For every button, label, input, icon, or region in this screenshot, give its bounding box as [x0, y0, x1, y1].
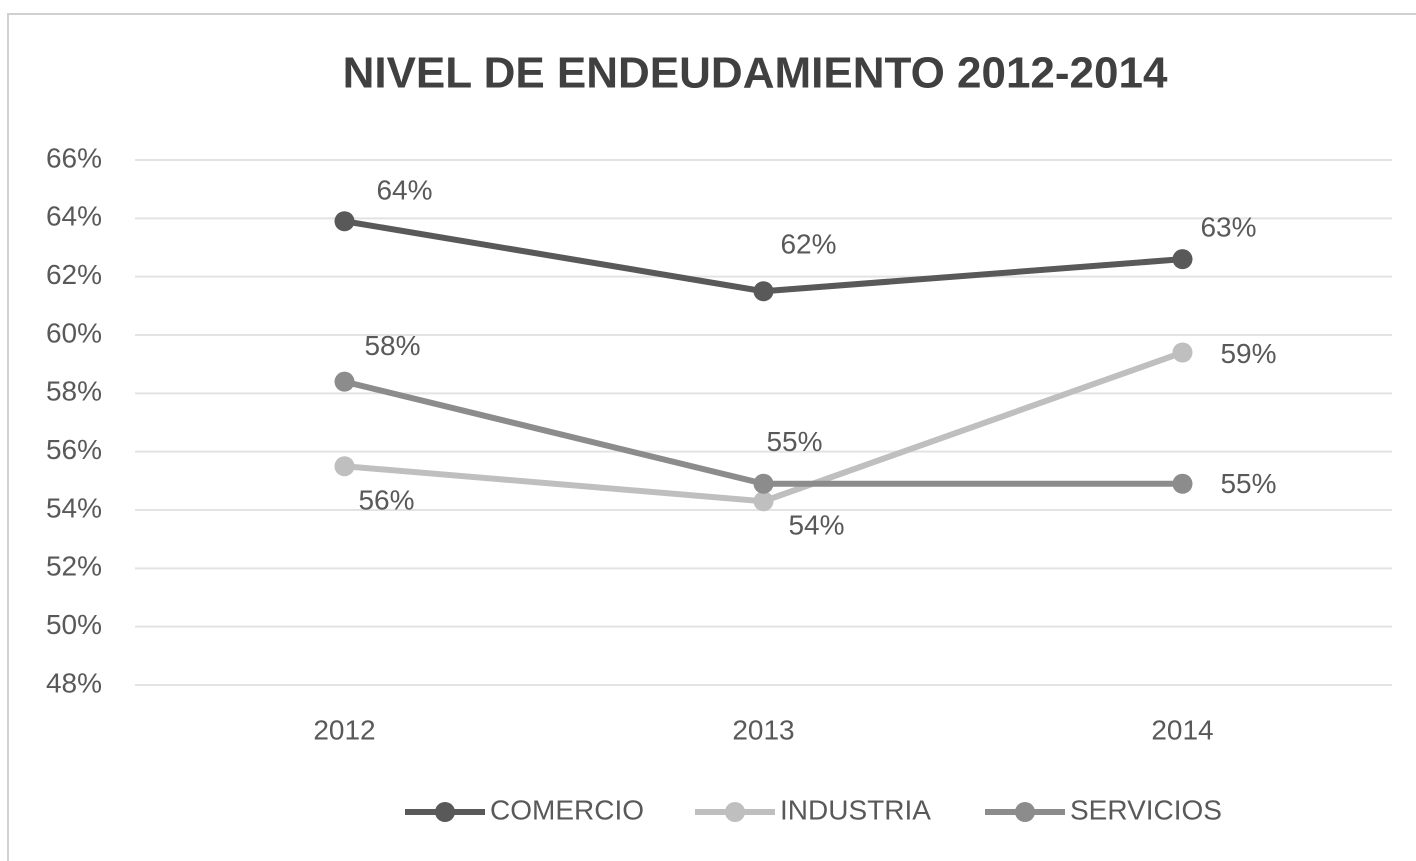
data-point — [1172, 342, 1193, 363]
legend-marker — [1015, 802, 1035, 822]
data-label: 59% — [1220, 338, 1276, 369]
data-label: 64% — [376, 175, 432, 206]
data-point — [334, 456, 355, 477]
y-tick-label: 48% — [46, 667, 102, 698]
data-point — [334, 211, 355, 232]
x-tick-label: 2014 — [1151, 714, 1213, 745]
y-tick-label: 56% — [46, 434, 102, 465]
data-point — [1172, 249, 1193, 270]
legend-marker — [725, 802, 745, 822]
legend-label: INDUSTRIA — [780, 794, 931, 825]
data-label: 62% — [780, 229, 836, 260]
y-tick-label: 54% — [46, 492, 102, 523]
x-tick-label: 2012 — [313, 714, 375, 745]
y-tick-label: 64% — [46, 201, 102, 232]
legend-label: COMERCIO — [490, 794, 644, 825]
legend-label: SERVICIOS — [1070, 794, 1222, 825]
data-point — [334, 371, 355, 392]
data-label: 54% — [788, 510, 844, 541]
data-point — [753, 491, 774, 512]
data-point — [753, 473, 774, 494]
data-label: 55% — [766, 426, 822, 457]
data-label: 56% — [358, 485, 414, 516]
data-point — [753, 281, 774, 302]
chart-title: NIVEL DE ENDEUDAMIENTO 2012-2014 — [343, 49, 1168, 98]
data-label: 58% — [364, 330, 420, 361]
y-tick-label: 58% — [46, 376, 102, 407]
x-tick-label: 2013 — [732, 714, 794, 745]
y-tick-label: 62% — [46, 259, 102, 290]
y-tick-label: 60% — [46, 317, 102, 348]
y-tick-label: 50% — [46, 609, 102, 640]
chart-frame — [7, 13, 1416, 861]
data-point — [1172, 473, 1193, 494]
y-tick-label: 66% — [46, 142, 102, 173]
data-label: 55% — [1220, 468, 1276, 499]
data-label: 63% — [1200, 212, 1256, 243]
y-tick-label: 52% — [46, 551, 102, 582]
legend-marker — [435, 802, 455, 822]
